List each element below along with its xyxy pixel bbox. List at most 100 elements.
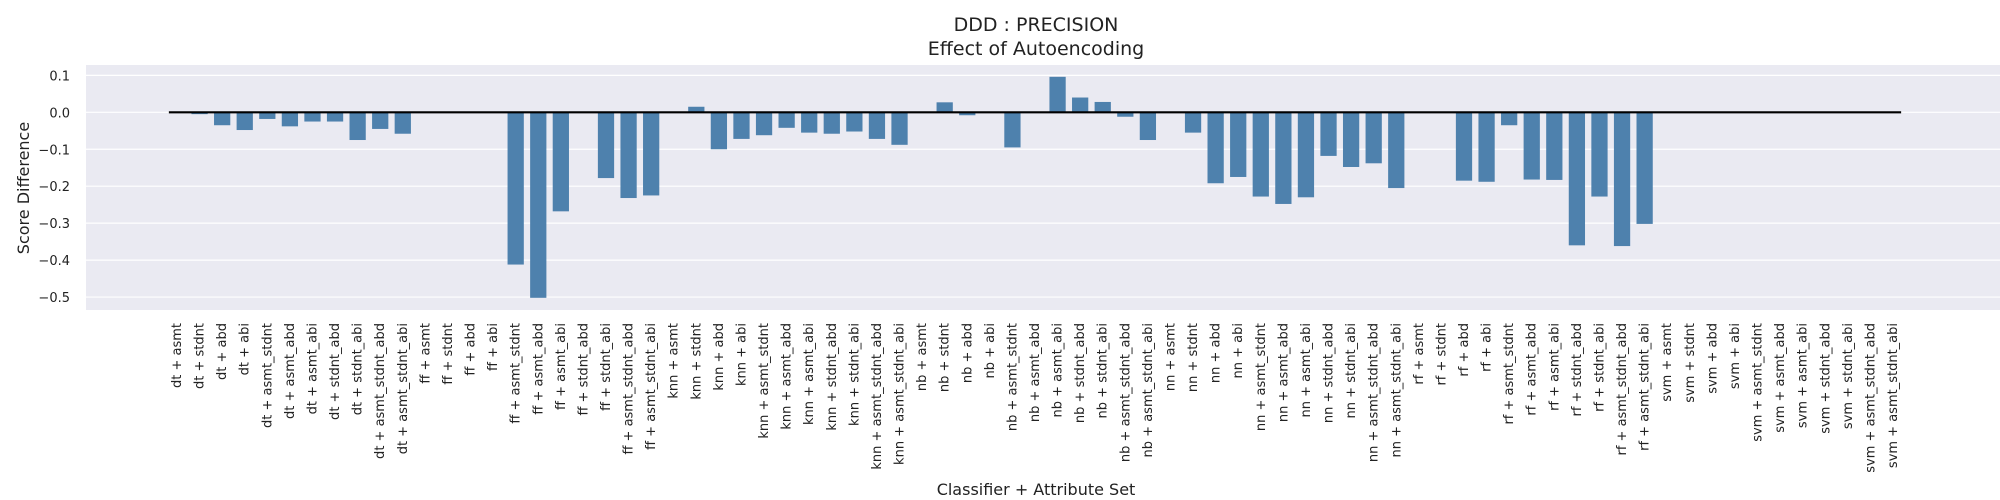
bar — [1184, 112, 1202, 133]
x-tick-label: svm + asmt_abd — [1773, 323, 1788, 433]
bar — [1275, 112, 1292, 204]
x-tick-label: nb + abi — [983, 323, 998, 378]
x-tick-label: dt + abd — [215, 323, 230, 380]
bar — [1117, 112, 1134, 117]
bar — [1478, 112, 1495, 182]
bar — [1094, 101, 1111, 113]
bar — [620, 112, 637, 199]
bar — [326, 112, 344, 122]
y-tick-label: −0.5 — [38, 291, 70, 306]
x-tick-label: svm + stdnt_abi — [1841, 323, 1856, 429]
x-tick-label: rf + stdnt_abi — [1592, 323, 1607, 412]
x-tick-label: svm + asmt_stdnt_abd — [1863, 323, 1878, 473]
x-tick-label: svm + asmt_stdnt_abi — [1886, 323, 1901, 468]
bar — [530, 112, 547, 298]
x-tick-label: rf + asmt — [1412, 323, 1427, 385]
bar — [936, 102, 953, 113]
bar — [846, 112, 863, 132]
y-tick-label: −0.3 — [38, 217, 70, 232]
bar — [891, 112, 908, 145]
x-tick-label: knn + abd — [712, 323, 727, 391]
x-tick-label: nb + asmt_stdnt_abi — [1141, 323, 1156, 457]
x-tick-label: svm + stdnt_abd — [1818, 323, 1833, 434]
bar — [281, 112, 299, 127]
x-tick-label: knn + asmt_abi — [802, 323, 817, 425]
x-tick-label: nn + asmt — [1163, 323, 1178, 391]
y-tick-label: −0.2 — [38, 180, 70, 195]
bar — [214, 112, 231, 126]
x-tick-label: svm + asmt_stdnt — [1751, 323, 1766, 442]
x-tick-label: ff + abi — [486, 323, 501, 371]
x-tick-label: nb + asmt_abd — [1028, 323, 1043, 422]
y-tick-label: 0.0 — [49, 106, 70, 121]
x-tick-labels: dt + asmt dt + stdnt dt + abd dt + abi dt + … — [170, 323, 1901, 473]
x-tick-label: dt + asmt_stdnt_abd — [373, 323, 388, 459]
y-axis-label: Score Difference — [14, 122, 33, 254]
x-tick-label: ff + asmt_stdnt_abd — [622, 323, 637, 455]
x-tick-label: knn + stdnt_abd — [825, 323, 840, 431]
x-tick-label: rf + abd — [1457, 323, 1472, 377]
y-tick-label: −0.4 — [38, 254, 70, 269]
x-tick-label: knn + stdnt — [689, 323, 704, 400]
bar — [801, 112, 818, 133]
bar — [1636, 112, 1653, 224]
x-tick-label: nb + asmt_stdnt — [1005, 323, 1020, 431]
chart-title: DDD : PRECISION — [954, 14, 1119, 36]
x-tick-label: dt + asmt_stdnt_abi — [396, 323, 411, 454]
bar — [1320, 112, 1337, 156]
x-tick-label: svm + asmt — [1660, 323, 1675, 402]
x-tick-label: nn + stdnt_abi — [1344, 323, 1359, 418]
x-tick-label: ff + asmt_stdnt_abi — [644, 323, 659, 450]
bar — [755, 112, 773, 136]
x-tick-label: nb + asmt — [915, 323, 930, 391]
x-tick-label: dt + stdnt_abd — [328, 323, 343, 420]
x-tick-label: ff + abd — [464, 323, 479, 376]
x-tick-label: nn + abi — [1231, 323, 1246, 378]
x-tick-label: svm + abi — [1728, 323, 1743, 389]
bar — [778, 112, 795, 128]
bar — [1613, 112, 1631, 247]
x-tick-label: knn + abi — [734, 323, 749, 386]
x-tick-label: rf + abi — [1480, 323, 1495, 372]
x-tick-label: knn + stdnt_abi — [847, 323, 862, 426]
x-tick-label: nn + asmt_abd — [1276, 323, 1291, 422]
x-tick-label: dt + stdnt — [193, 323, 208, 389]
x-tick-label: knn + asmt_abd — [780, 323, 795, 430]
x-tick-label: knn + asmt_stdnt_abi — [893, 323, 908, 465]
x-tick-label: nn + asmt_stdnt — [1254, 323, 1269, 431]
bar — [507, 112, 524, 265]
bar — [710, 112, 728, 150]
x-tick-label: nb + asmt_stdnt_abd — [1118, 323, 1133, 462]
x-tick-label: rf + asmt_abd — [1525, 323, 1540, 416]
x-tick-label: svm + abd — [1705, 323, 1720, 394]
x-tick-label: rf + asmt_stdnt_abi — [1638, 323, 1653, 451]
bar — [1365, 112, 1382, 164]
x-tick-label: ff + asmt_stdnt — [509, 323, 524, 424]
bar — [868, 112, 886, 139]
x-tick-label: nn + abd — [1209, 323, 1224, 383]
x-tick-label: rf + asmt_abi — [1547, 323, 1562, 411]
x-tick-label: nn + asmt_stdnt_abd — [1367, 323, 1382, 462]
x-tick-label: rf + stdnt_abd — [1570, 323, 1585, 417]
plot-area — [86, 65, 2000, 310]
y-tick-label: −0.1 — [38, 143, 70, 158]
x-tick-label: rf + asmt_stdnt_abd — [1615, 323, 1630, 456]
x-tick-label: knn + asmt_stdnt — [757, 323, 772, 439]
x-tick-label: svm + stdnt — [1683, 323, 1698, 403]
bar — [1004, 112, 1021, 148]
x-tick-label: dt + asmt_abd — [283, 323, 298, 419]
bar — [1342, 112, 1360, 167]
x-tick-label: ff + stdnt_abi — [599, 323, 614, 411]
x-tick-label: nb + stdnt_abd — [1073, 323, 1088, 423]
x-tick-label: nn + stdnt_abd — [1322, 323, 1337, 423]
bar — [733, 112, 750, 139]
bar — [349, 112, 366, 141]
bar — [1230, 112, 1247, 177]
x-tick-label: nb + stdnt_abi — [1096, 323, 1111, 418]
x-tick-label: nn + stdnt — [1186, 323, 1201, 392]
bar — [1591, 112, 1608, 197]
x-tick-label: svm + asmt_abi — [1796, 323, 1811, 428]
bar — [1546, 112, 1563, 180]
bar — [959, 112, 976, 116]
